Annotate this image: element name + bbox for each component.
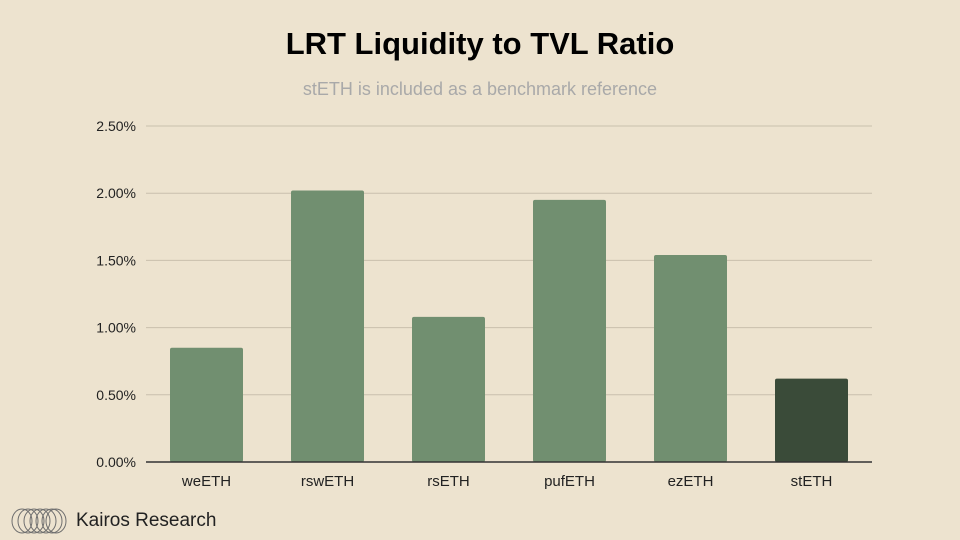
bar <box>533 199 606 463</box>
y-tick-label: 0.00% <box>96 454 136 470</box>
x-tick-label: pufETH <box>544 473 595 490</box>
y-tick-label: 1.50% <box>96 252 136 268</box>
bar <box>775 378 848 462</box>
x-tick-label: stETH <box>791 473 833 490</box>
x-tick-label: ezETH <box>668 473 714 490</box>
brand-name: Kairos Research <box>76 510 217 531</box>
y-tick-label: 1.00% <box>96 320 136 336</box>
x-tick-label: rswETH <box>301 473 354 490</box>
bars <box>170 190 848 463</box>
bar <box>170 347 243 462</box>
axis-labels: 0.00% 0.50% 1.00% 1.50% 2.00% 2.50% weETH rswET… <box>96 118 872 490</box>
bar <box>654 255 727 462</box>
x-tick-label: weETH <box>181 473 231 490</box>
brand: Kairos Research <box>10 506 216 536</box>
grid-lines <box>146 125 872 396</box>
chart-subtitle: stETH is included as a benchmark referen… <box>302 79 658 99</box>
y-tick-label: 2.00% <box>96 185 136 201</box>
y-tick-label: 0.50% <box>96 387 136 403</box>
y-tick-label: 2.50% <box>96 118 136 134</box>
bar <box>412 316 485 462</box>
bar <box>291 190 364 462</box>
x-tick-label: rsETH <box>427 473 470 490</box>
chart-title: LRT Liquidity to TVL Ratio <box>285 26 675 61</box>
kairos-logo-icon <box>11 508 67 534</box>
